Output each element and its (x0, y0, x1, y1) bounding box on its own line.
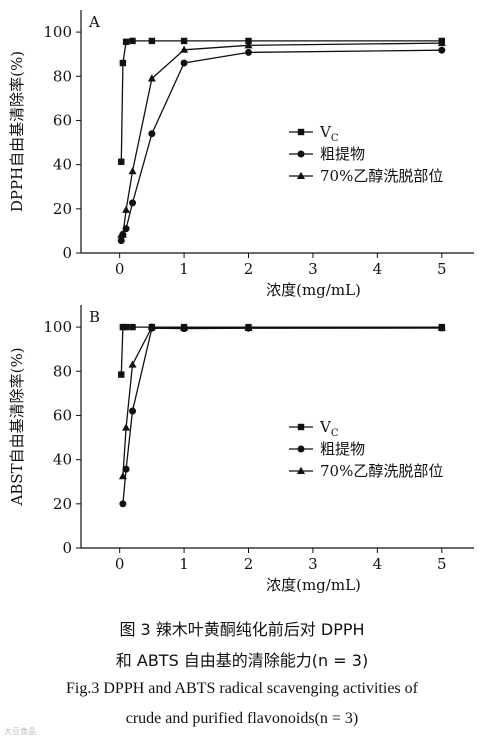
series-line (122, 326, 442, 477)
x-tick-label: 3 (308, 260, 318, 278)
y-tick-label: 0 (62, 539, 72, 557)
series-line (120, 49, 442, 241)
data-point-triangle (128, 360, 137, 368)
data-point-square (180, 37, 188, 45)
data-point-square (118, 158, 125, 165)
x-tick-label: 4 (373, 260, 383, 278)
data-point-triangle (118, 472, 127, 480)
data-point-triangle (147, 74, 156, 82)
data-point-circle (148, 130, 156, 138)
data-point-triangle (128, 167, 137, 175)
data-point-triangle (118, 230, 127, 238)
caption-cn-line2: 和 ABTS 自由基的清除能力(n = 3) (115, 651, 369, 670)
data-point-circle (119, 500, 127, 508)
x-tick-label: 2 (244, 260, 254, 278)
data-point-circle (129, 199, 137, 207)
data-point-circle (245, 48, 253, 56)
x-tick-label: 4 (373, 555, 383, 573)
data-point-square (122, 38, 130, 46)
data-point-square (129, 37, 136, 45)
data-point-triangle (122, 205, 131, 213)
y-tick-label: 80 (53, 67, 72, 85)
x-tick-label: 5 (437, 260, 447, 278)
series-triangle (117, 38, 446, 238)
x-tick-label: 0 (115, 260, 125, 278)
series-circle (117, 46, 446, 245)
data-point-circle (180, 59, 188, 67)
x-tick-label: 5 (437, 555, 447, 573)
y-axis-label: DPPH自由基清除率(%) (8, 51, 26, 212)
legend-marker-triangle (297, 466, 305, 474)
data-point-circle (438, 46, 446, 54)
data-point-circle (129, 407, 137, 415)
legend-label: 70%乙醇洗脱部位 (320, 167, 443, 185)
y-tick-label: 0 (62, 244, 72, 262)
y-tick-label: 60 (53, 111, 72, 129)
legend-marker-triangle (297, 171, 305, 179)
data-point-triangle (437, 323, 446, 331)
y-tick-label: 80 (53, 362, 72, 380)
panel-label: B (89, 308, 100, 326)
legend-label-subscript: C (331, 428, 339, 439)
panel-label: A (88, 13, 100, 31)
data-point-triangle (147, 322, 156, 331)
watermark: 大豆食品 (4, 727, 36, 736)
data-point-square (119, 323, 127, 331)
series-line (121, 42, 442, 236)
data-point-triangle (180, 323, 189, 331)
data-point-square (122, 323, 130, 331)
data-point-triangle (244, 41, 253, 49)
legend-label: 70%乙醇洗脱部位 (320, 462, 443, 480)
y-tick-label: 60 (53, 406, 72, 424)
legend-label: VC (319, 418, 339, 439)
series-triangle (118, 322, 446, 480)
x-tick-label: 0 (115, 555, 125, 573)
caption-en-line2: crude and purified flavonoids(n = 3) (125, 710, 359, 727)
legend-label: VC (319, 123, 339, 144)
data-point-circle (117, 237, 125, 245)
x-axis-label: 浓度(mg/mL) (266, 576, 361, 594)
x-tick-label: 3 (308, 555, 318, 573)
series-line (120, 40, 442, 162)
data-point-square (119, 59, 127, 67)
series-line (120, 326, 442, 375)
y-tick-label: 100 (43, 318, 72, 336)
data-point-triangle (244, 323, 253, 331)
data-point-square (148, 37, 156, 45)
legend-marker-circle (297, 445, 305, 453)
chart-panel-b: 0 20 40 60 80 100 0 1 2 3 4 5 浓度(mg/mL) ABST自由基清除率(%)… (8, 305, 474, 594)
series-square (118, 323, 445, 378)
chart-panel-a: 0 20 40 60 80 100 0 1 2 3 4 5 浓度(mg/mL) DPPH自由基清除率(%)… (8, 10, 474, 299)
legend-label: 粗提物 (320, 440, 365, 458)
y-tick-label: 100 (43, 23, 72, 41)
legend-marker-square (297, 128, 305, 136)
legend-label: 粗提物 (320, 145, 365, 163)
y-tick-label: 20 (53, 200, 72, 218)
legend-marker-circle (297, 150, 305, 158)
x-tick-label: 2 (244, 555, 254, 573)
x-axis-label: 浓度(mg/mL) (266, 281, 361, 299)
legend-label-subscript: C (331, 133, 339, 144)
y-tick-label: 20 (53, 495, 72, 513)
caption-en-line1: Fig.3 DPPH and ABTS radical scavenging a… (66, 680, 418, 697)
y-tick-label: 40 (53, 156, 72, 174)
legend-marker-square (297, 423, 305, 431)
data-point-circle (122, 465, 130, 473)
y-tick-label: 40 (53, 451, 72, 469)
data-point-square (129, 323, 136, 331)
caption-cn-line1: 图 3 辣木叶黄酮纯化前后对 DPPH (119, 620, 365, 639)
x-tick-label: 1 (179, 555, 189, 573)
data-point-square (245, 37, 252, 45)
data-point-triangle (122, 423, 131, 431)
data-point-square (118, 371, 125, 378)
x-tick-label: 1 (179, 260, 189, 278)
y-axis-label: ABST自由基清除率(%) (8, 347, 26, 506)
data-point-triangle (180, 45, 189, 53)
data-point-triangle (437, 38, 446, 47)
